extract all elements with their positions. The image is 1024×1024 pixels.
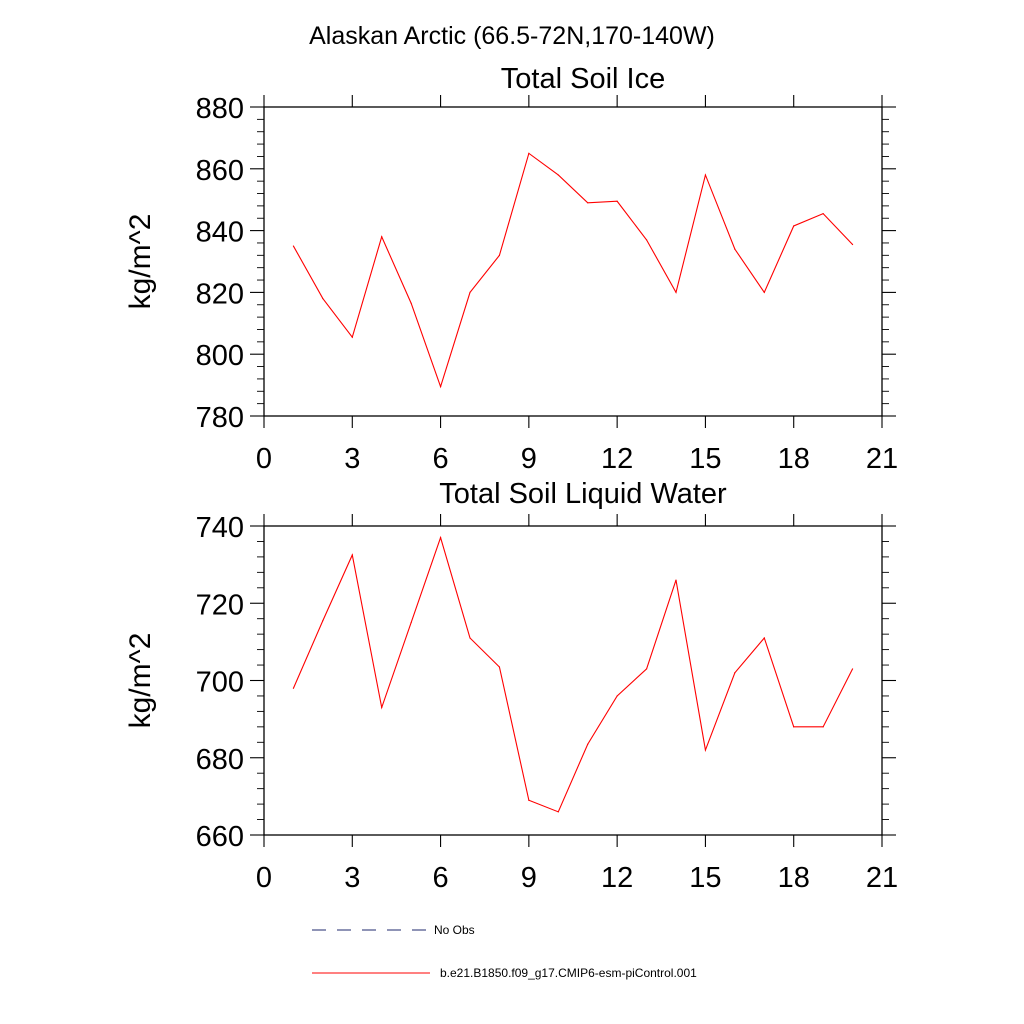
y-tick-label: 860 — [196, 155, 244, 187]
y-tick-label: 700 — [196, 667, 244, 699]
x-tick-label: 9 — [521, 862, 537, 894]
soil-ice-panel: 0 3 6 9 12 15 18 21 780 800 820 840 860 880 Total Soil… — [124, 63, 898, 475]
data-point — [381, 706, 383, 709]
panel-title: Total Soil Liquid Water — [439, 478, 727, 510]
data-point — [851, 243, 854, 246]
data-point — [557, 174, 559, 176]
data-point — [822, 726, 824, 728]
data-point — [498, 666, 501, 668]
x-tick-label: 18 — [778, 443, 810, 475]
data-point — [763, 637, 765, 639]
x-tick-label: 6 — [433, 862, 449, 894]
data-point — [351, 336, 353, 338]
data-point — [793, 726, 795, 728]
soil-liquid-water-panel: 0 3 6 9 12 15 18 21 660 680 700 720 740 Total Soil Li… — [124, 478, 898, 894]
y-axis-label: kg/m^2 — [124, 633, 157, 729]
data-point — [675, 579, 677, 581]
x-tick-label: 18 — [778, 862, 810, 894]
data-point — [410, 621, 412, 624]
data-point — [292, 687, 295, 689]
panel-title: Total Soil Ice — [501, 63, 665, 95]
data-point — [351, 554, 353, 556]
data-point — [587, 743, 589, 745]
series-line — [292, 152, 853, 389]
data-point — [616, 695, 618, 697]
data-point — [469, 291, 471, 293]
data-point — [675, 291, 677, 293]
x-tick-label: 15 — [689, 443, 721, 475]
data-point — [557, 811, 559, 813]
x-tick-label: 12 — [601, 443, 633, 475]
y-tick-label: 740 — [196, 512, 244, 544]
x-tick-label: 0 — [256, 443, 272, 475]
data-point — [822, 213, 824, 215]
x-tick-label: 9 — [521, 443, 537, 475]
x-tick-label: 6 — [433, 443, 449, 475]
data-point — [704, 749, 707, 751]
x-tick-label: 21 — [866, 443, 898, 475]
data-point — [498, 254, 501, 256]
legend: No Obs b.e21.B1850.f09_g17.CMIP6-esm-piC… — [312, 923, 697, 980]
x-tick-label: 12 — [601, 862, 633, 894]
legend-model-label: b.e21.B1850.f09_g17.CMIP6-esm-piControl.… — [440, 966, 697, 980]
data-point — [793, 225, 795, 227]
data-point — [645, 239, 648, 241]
plot-frame — [263, 525, 883, 836]
y-tick-label: 840 — [196, 217, 244, 249]
data-point — [734, 248, 736, 250]
y-tick-label: 800 — [196, 340, 244, 372]
data-point — [410, 302, 412, 304]
y-tick-label: 680 — [196, 744, 244, 776]
x-tick-label: 0 — [256, 862, 272, 894]
series-line — [292, 535, 854, 813]
data-point — [734, 672, 736, 674]
data-point — [322, 297, 324, 300]
figure-title: Alaskan Arctic (66.5-72N,170-140W) — [309, 22, 715, 50]
y-tick-label: 720 — [196, 589, 244, 621]
x-tick-label: 15 — [689, 862, 721, 894]
data-point — [528, 152, 530, 154]
data-point — [292, 245, 295, 247]
y-tick-label: 880 — [196, 93, 244, 125]
x-tick-label: 3 — [344, 862, 360, 894]
y-axis-label: kg/m^2 — [124, 214, 157, 310]
data-point — [616, 200, 618, 202]
data-point — [763, 291, 765, 293]
data-point — [851, 668, 854, 670]
data-point — [439, 386, 442, 388]
legend-obs-label: No Obs — [434, 923, 475, 937]
data-point — [322, 620, 324, 622]
data-point — [381, 236, 383, 238]
data-point — [439, 536, 442, 539]
y-tick-label: 660 — [196, 821, 244, 853]
data-point — [704, 174, 707, 176]
x-tick-label: 3 — [344, 443, 360, 475]
y-tick-label: 780 — [196, 402, 244, 434]
y-tick-label: 820 — [196, 278, 244, 310]
data-point — [528, 799, 530, 801]
data-point — [587, 202, 589, 204]
plot-frame — [263, 106, 883, 417]
data-point — [469, 637, 471, 639]
x-tick-label: 21 — [866, 862, 898, 894]
data-point — [645, 668, 648, 670]
